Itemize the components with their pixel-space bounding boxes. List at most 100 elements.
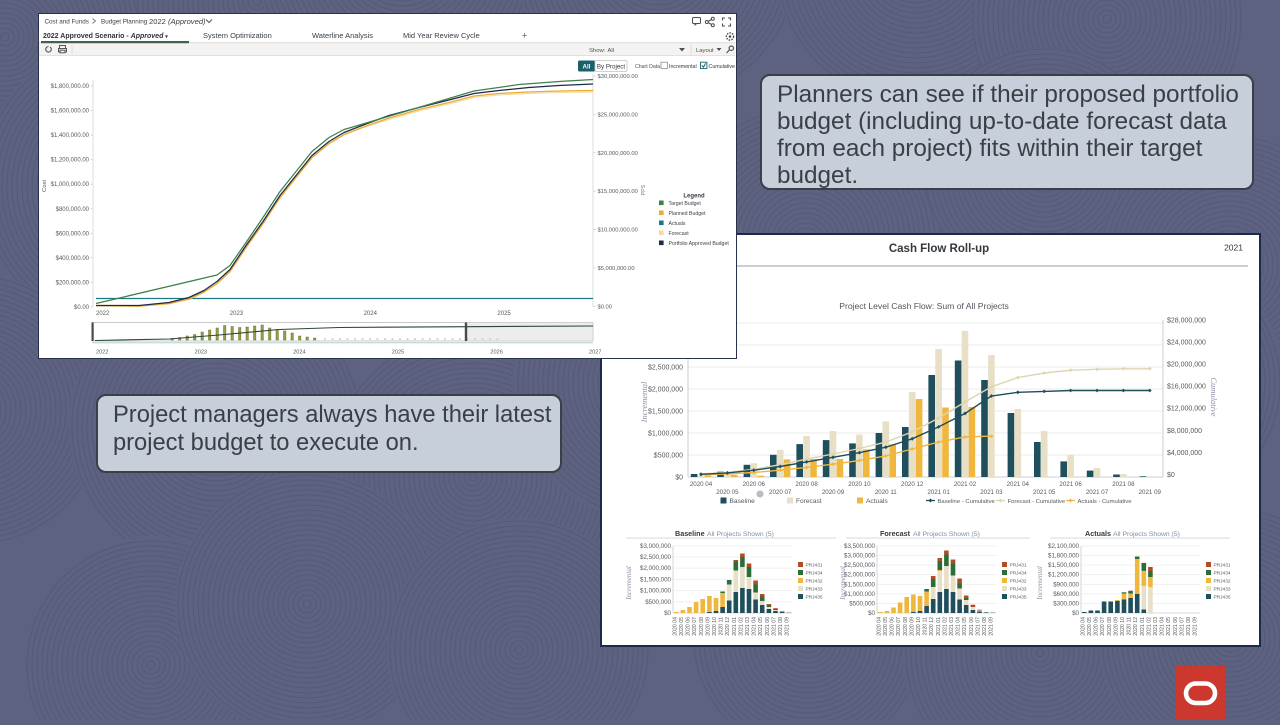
svg-text:Project Level Cash Flow: Sum o: Project Level Cash Flow: Sum of All Proj… [839,301,1009,311]
svg-text:2021: 2021 [1224,243,1243,253]
svg-text:2021 09: 2021 09 [1193,617,1199,636]
svg-text:PRJ433: PRJ433 [806,587,823,593]
svg-text:2020 12: 2020 12 [929,617,935,636]
svg-text:PRJ432: PRJ432 [1010,579,1027,585]
svg-text:2021 05: 2021 05 [1033,489,1056,496]
svg-text:2020 06: 2020 06 [890,617,896,636]
svg-text:$1,800,000: $1,800,000 [1048,553,1080,560]
svg-text:2020 12: 2020 12 [1133,617,1139,636]
svg-text:2022 Approved Scenario - Appro: 2022 Approved Scenario - Approved ▾ [43,33,168,40]
svg-text:2021 05: 2021 05 [1166,617,1172,636]
svg-text:Mid Year Review Cycle: Mid Year Review Cycle [403,31,480,40]
svg-text:$4,000,000: $4,000,000 [1167,450,1202,457]
svg-text:2021 04: 2021 04 [1160,617,1166,636]
svg-text:Chart Data:: Chart Data: [635,64,662,70]
svg-text:Incremental: Incremental [839,566,847,601]
svg-text:$600,000.00: $600,000.00 [56,231,90,237]
svg-text:2020 04: 2020 04 [1080,617,1086,636]
svg-text:Cost: Cost [42,180,48,192]
svg-text:All Projects Shown (5): All Projects Shown (5) [1113,531,1180,538]
svg-text:2020 07: 2020 07 [769,489,792,496]
svg-text:2021 04: 2021 04 [1007,481,1030,488]
svg-text:PPS: PPS [641,184,647,195]
svg-text:$0.00: $0.00 [74,305,90,311]
svg-text:2020 07: 2020 07 [1100,617,1106,636]
svg-text:2021 01: 2021 01 [927,489,950,496]
svg-text:+: + [522,31,527,41]
svg-text:2021 03: 2021 03 [980,489,1003,496]
svg-text:2027: 2027 [589,350,601,356]
svg-text:$2,500,000: $2,500,000 [640,554,672,561]
svg-text:2020 09: 2020 09 [705,617,711,636]
svg-text:Layout: Layout [696,48,714,54]
svg-text:2026: 2026 [490,350,502,356]
svg-text:2020 11: 2020 11 [875,489,897,496]
svg-text:PRJ431: PRJ431 [1214,563,1231,569]
svg-text:2020 06: 2020 06 [686,617,692,636]
svg-text:2020 06: 2020 06 [743,481,766,488]
svg-text:Show:: Show: [589,48,606,54]
svg-text:$2,500,000: $2,500,000 [844,562,876,569]
svg-text:$1,800,000.00: $1,800,000.00 [51,84,90,90]
svg-text:$2,000,000: $2,000,000 [648,386,683,393]
svg-text:$500,000: $500,000 [645,599,671,606]
svg-text:Baseline: Baseline [730,498,756,505]
svg-text:2022: 2022 [96,350,108,356]
svg-text:2021 07: 2021 07 [976,617,982,636]
svg-text:$500,000: $500,000 [849,600,875,607]
svg-text:$900,000: $900,000 [1053,581,1079,588]
svg-text:PRJ432: PRJ432 [1214,579,1231,585]
svg-text:Cash Flow Roll-up: Cash Flow Roll-up [889,243,989,255]
svg-text:$0: $0 [664,610,671,617]
svg-text:$0.00: $0.00 [598,304,613,310]
svg-text:Planned Budget: Planned Budget [669,211,706,217]
svg-text:2021 03: 2021 03 [1153,617,1159,636]
svg-text:$600,000: $600,000 [1053,591,1079,598]
svg-text:2021 02: 2021 02 [738,617,744,636]
svg-text:Incremental: Incremental [625,566,633,601]
svg-text:Incremental: Incremental [1036,566,1044,601]
svg-text:2020 09: 2020 09 [909,617,915,636]
svg-text:Actuals: Actuals [669,221,686,227]
svg-text:$3,500,000: $3,500,000 [844,543,876,550]
svg-text:$2,100,000: $2,100,000 [1048,543,1080,550]
svg-text:$20,000,000.00: $20,000,000.00 [598,151,638,157]
svg-text:2021 01: 2021 01 [936,617,942,636]
svg-text:2020 11: 2020 11 [1127,617,1133,635]
svg-text:$1,500,000: $1,500,000 [640,576,672,583]
svg-text:2021 05: 2021 05 [758,617,764,636]
svg-text:$1,500,000: $1,500,000 [648,408,683,415]
svg-text:2020 06: 2020 06 [1094,617,1100,636]
svg-text:$5,000,000.00: $5,000,000.00 [598,266,635,272]
svg-text:Budget Planning: Budget Planning [101,19,148,26]
svg-text:PRJ435: PRJ435 [1214,595,1231,601]
svg-text:By Project: By Project [597,63,625,70]
svg-text:$1,600,000.00: $1,600,000.00 [51,109,90,115]
svg-text:2021 05: 2021 05 [962,617,968,636]
svg-text:2025: 2025 [392,350,404,356]
svg-text:System Optimization: System Optimization [203,31,272,40]
svg-text:$800,000.00: $800,000.00 [56,207,90,213]
svg-text:2021 09: 2021 09 [1139,489,1162,496]
svg-text:2020 04: 2020 04 [690,481,713,488]
svg-text:2021 06: 2021 06 [969,617,975,636]
svg-text:2020 04: 2020 04 [876,617,882,636]
svg-text:2021 08: 2021 08 [778,617,784,636]
svg-text:$2,000,000: $2,000,000 [844,572,876,579]
svg-text:PRJ434: PRJ434 [1214,571,1231,577]
svg-text:Portfolio Approved Budget: Portfolio Approved Budget [669,241,730,247]
svg-text:2021 08: 2021 08 [1186,617,1192,636]
svg-text:Baseline: Baseline [675,529,705,538]
svg-text:$15,000,000.00: $15,000,000.00 [598,189,638,195]
svg-text:Actuals - Cumulative: Actuals - Cumulative [1078,499,1133,505]
svg-text:$0: $0 [675,474,683,481]
svg-text:$28,000,000: $28,000,000 [1167,317,1206,324]
svg-text:$1,400,000.00: $1,400,000.00 [51,133,90,139]
svg-text:2024: 2024 [293,350,305,356]
svg-text:PRJ435: PRJ435 [806,595,823,601]
svg-text:$400,000.00: $400,000.00 [56,256,90,262]
svg-text:2021 03: 2021 03 [949,617,955,636]
svg-text:2020 10: 2020 10 [916,617,922,636]
svg-text:Forecast: Forecast [669,231,690,237]
svg-text:PRJ431: PRJ431 [806,563,823,569]
